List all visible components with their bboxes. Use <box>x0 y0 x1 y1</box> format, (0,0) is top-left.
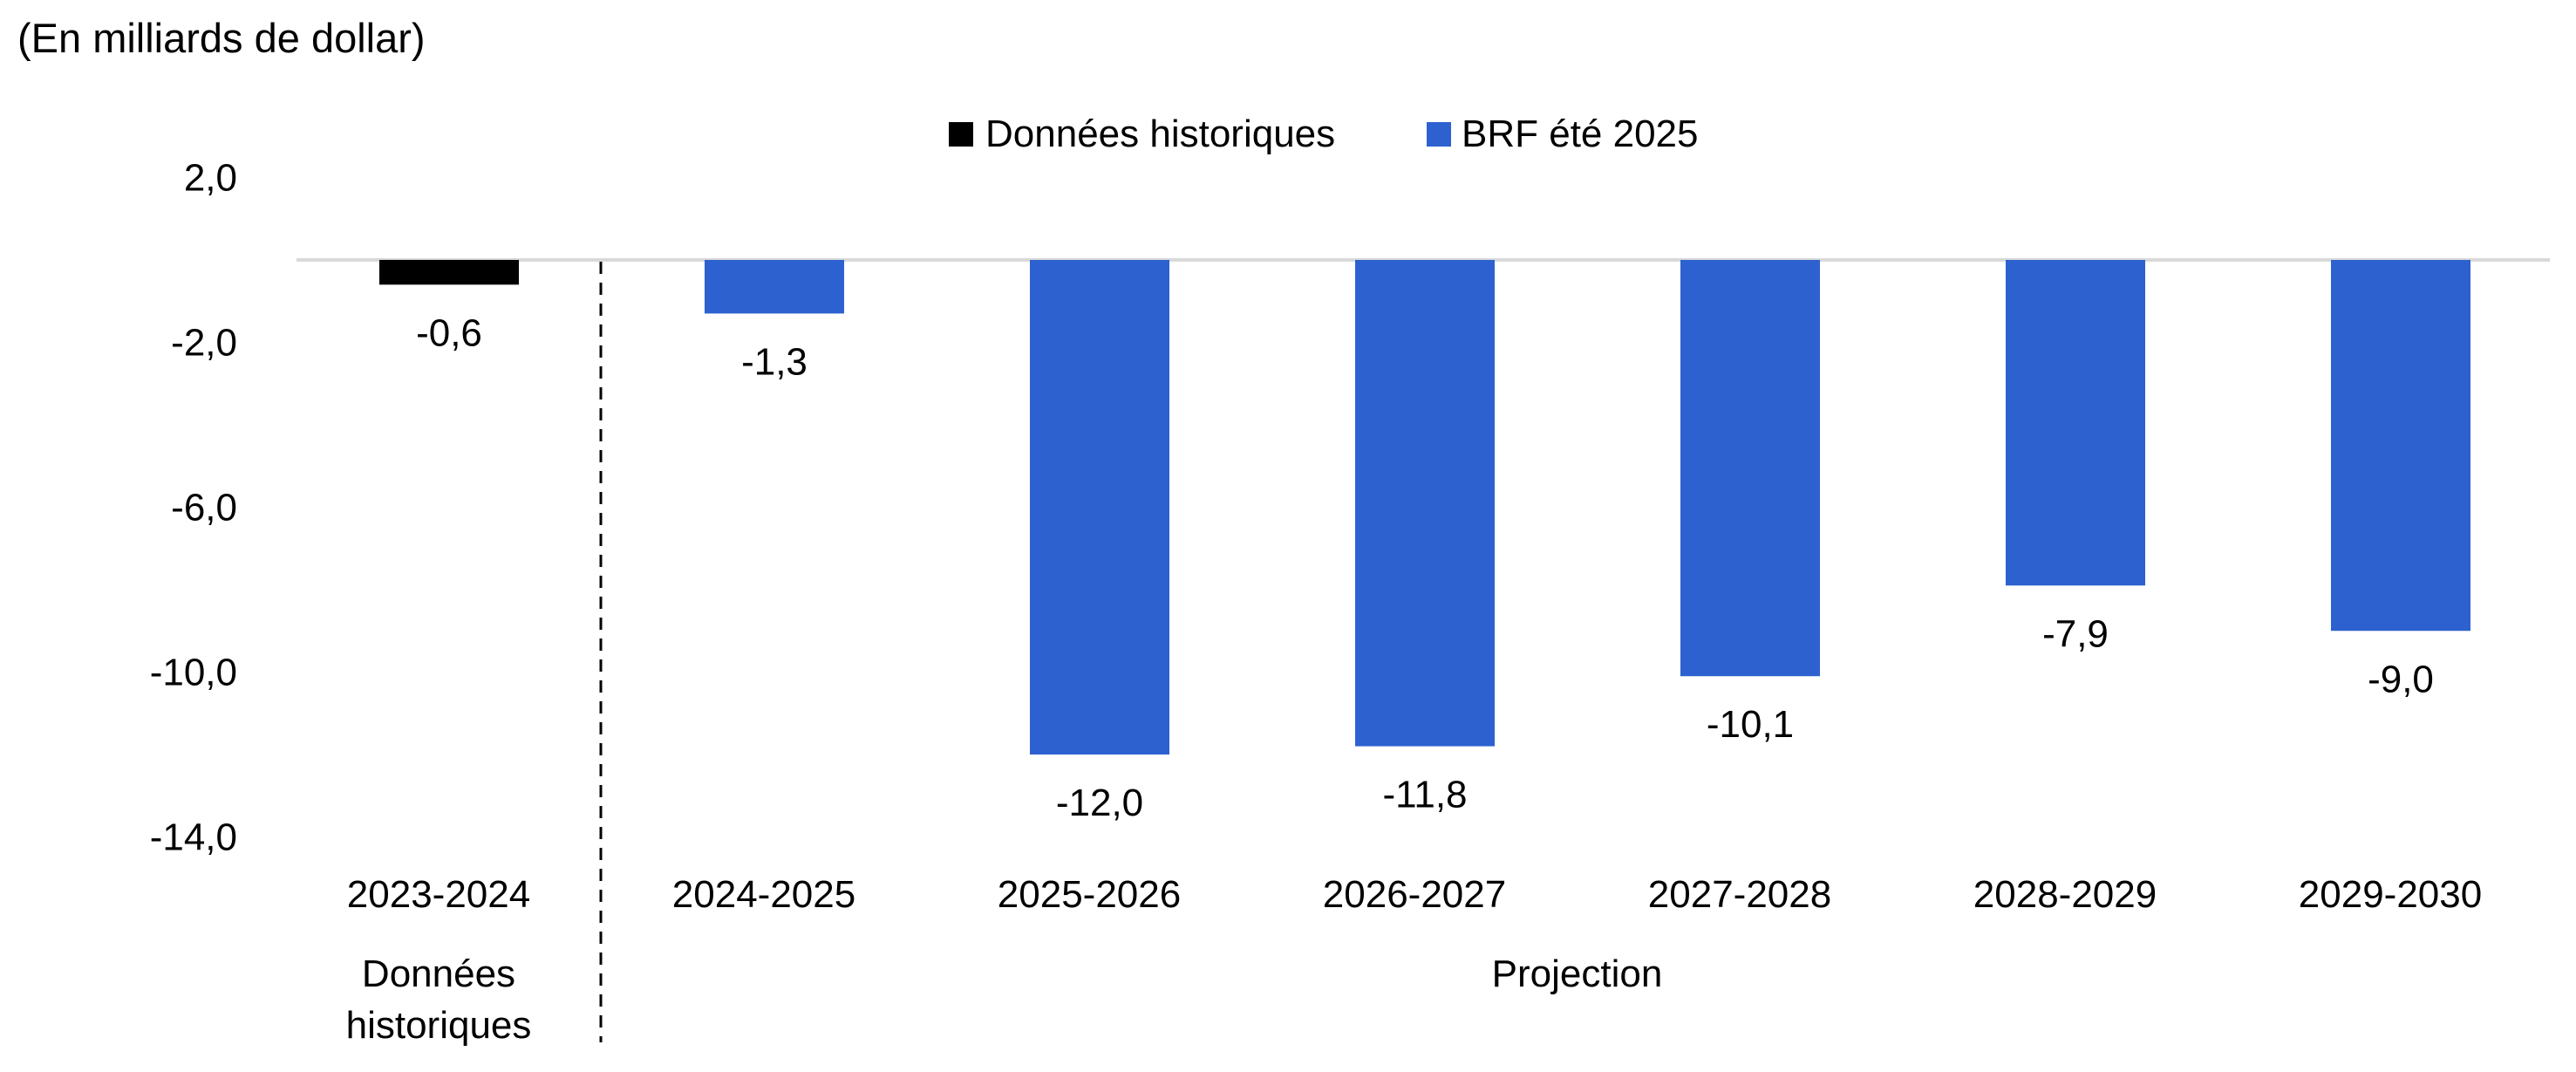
data-label: -10,1 <box>1707 703 1794 746</box>
bar <box>705 260 844 314</box>
x-tick-label: 2024-2025 <box>672 873 855 916</box>
legend-swatch-projection <box>1427 122 1451 147</box>
x-tick-label: 2026-2027 <box>1323 873 1506 916</box>
group-label: Données historiques <box>346 953 532 1047</box>
x-tick-label: 2029-2030 <box>2299 873 2482 916</box>
data-label: -7,9 <box>2042 612 2109 655</box>
y-tick-label: -2,0 <box>171 322 237 365</box>
y-tick-label: -6,0 <box>171 487 237 529</box>
x-tick-label: 2025-2026 <box>998 873 1181 916</box>
legend-label-historical: Données historiques <box>985 113 1335 155</box>
bar <box>1030 260 1169 754</box>
bar <box>2331 260 2470 632</box>
bars <box>379 260 2470 754</box>
legend: Données historiques BRF été 2025 <box>949 113 1699 155</box>
group-label: Projection <box>1492 953 1663 995</box>
x-axis: 2023-2024 2024-2025 2025-2026 2026-2027 2027… <box>347 873 2482 916</box>
y-tick-label: 2,0 <box>184 157 237 200</box>
bar <box>1680 260 1820 677</box>
data-label: -12,0 <box>1056 782 1143 824</box>
y-tick-label: -10,0 <box>150 652 237 694</box>
unit-label: (En milliards de dollar) <box>17 15 426 61</box>
data-label: -1,3 <box>741 340 808 383</box>
data-labels: -0,6 -1,3 -12,0 -11,8 -10,1 -7,9 -9,0 <box>416 311 2434 824</box>
y-tick-label: -14,0 <box>150 816 237 859</box>
data-label: -11,8 <box>1382 774 1467 816</box>
legend-swatch-historical <box>949 122 973 147</box>
x-tick-label: 2028-2029 <box>1973 873 2157 916</box>
data-label: -9,0 <box>2368 658 2434 700</box>
group-labels: Données historiques Projection <box>346 953 1663 1047</box>
x-tick-label: 2027-2028 <box>1648 873 1831 916</box>
bar <box>1355 260 1495 747</box>
x-tick-label: 2023-2024 <box>347 873 530 916</box>
legend-label-projection: BRF été 2025 <box>1462 113 1699 155</box>
data-label: -0,6 <box>416 311 482 354</box>
y-axis: 2,0 -2,0 -6,0 -10,0 -14,0 <box>150 157 237 859</box>
bar <box>379 260 519 285</box>
bar <box>2006 260 2145 586</box>
